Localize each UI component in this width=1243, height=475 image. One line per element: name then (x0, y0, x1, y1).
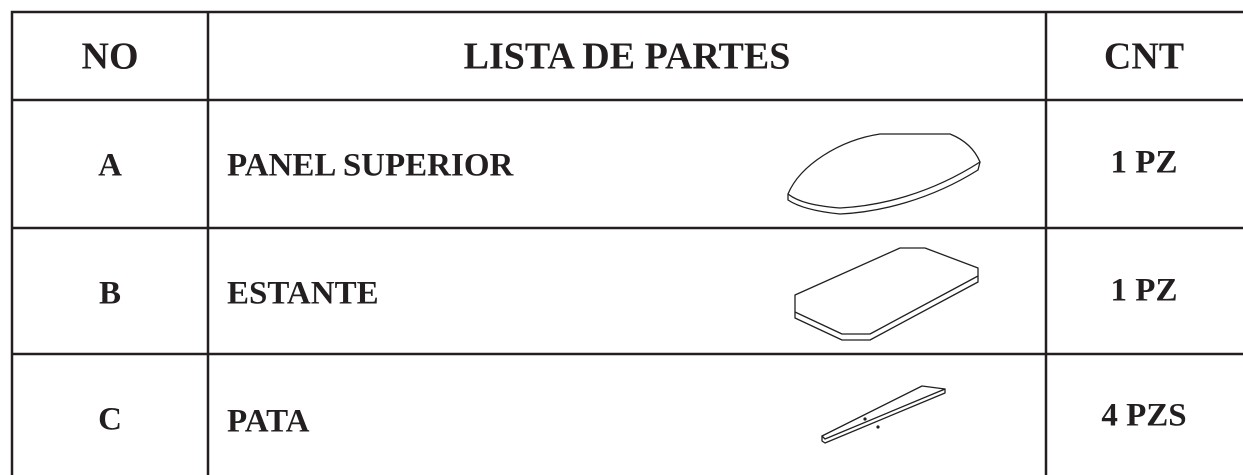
header-cell: CNT (1104, 36, 1184, 78)
top-panel-drawing (787, 133, 981, 215)
table-grid (10, 10, 1243, 475)
part-count: 1 PZ (1111, 273, 1178, 309)
part-name: PATA (227, 404, 310, 440)
part-count: 1 PZ (1111, 145, 1178, 181)
table-border (10, 10, 1243, 475)
leg-drawing (821, 385, 946, 444)
part-name: PANEL SUPERIOR (227, 148, 515, 184)
hole (863, 417, 867, 421)
part-name: ESTANTE (227, 276, 379, 312)
part-count: 4 PZS (1101, 398, 1186, 434)
part-id: A (98, 148, 122, 184)
shelf-drawing (794, 247, 979, 341)
part-id: B (99, 276, 121, 312)
part-id: C (98, 402, 122, 438)
header-cell: NO (82, 36, 139, 78)
hole (876, 425, 880, 429)
header-cell: LISTA DE PARTES (464, 36, 791, 78)
